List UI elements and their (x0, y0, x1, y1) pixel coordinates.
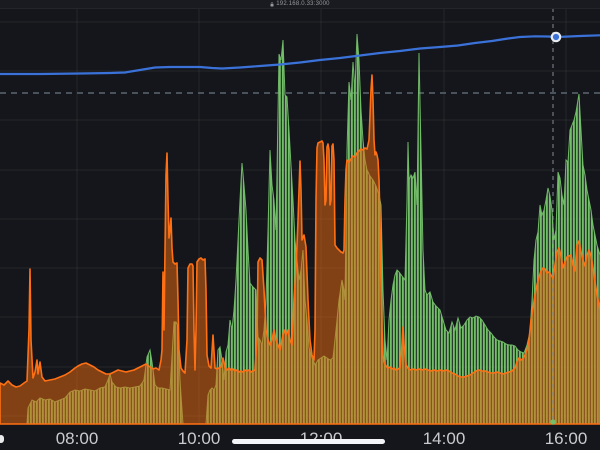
x-tick-label: 08:00 (55, 429, 99, 448)
url-text: 192.168.0.33:3000 (276, 1, 330, 7)
green-hover-point (550, 419, 556, 425)
x-tick-label: 14:00 (422, 429, 466, 448)
url-pill: 192.168.0.33:3000 (270, 1, 330, 7)
x-tick-label: 16:00 (544, 429, 588, 448)
lock-icon (270, 1, 274, 6)
screen-edge-artifact (0, 435, 4, 443)
blue-series-line (0, 34, 600, 76)
orange-series-area (0, 74, 600, 425)
browser-url-bar[interactable]: 192.168.0.33:3000 (0, 0, 600, 9)
home-indicator[interactable] (232, 439, 385, 444)
blue-hover-point (550, 31, 562, 43)
x-tick-label: 10:00 (177, 429, 221, 448)
